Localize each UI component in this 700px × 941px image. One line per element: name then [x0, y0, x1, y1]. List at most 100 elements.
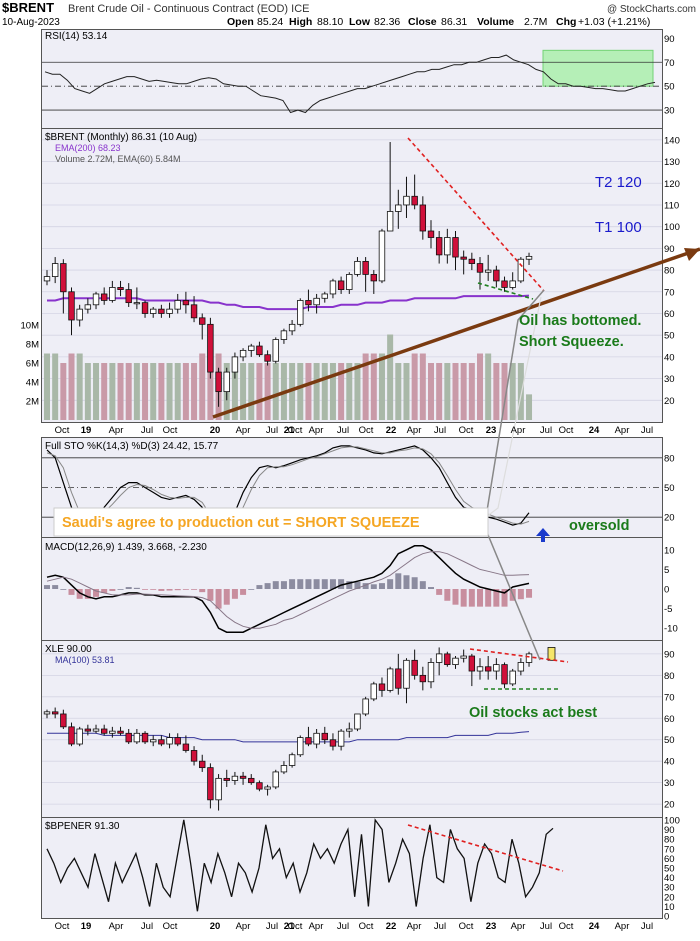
macd-histogram-bar	[76, 589, 83, 599]
x-tick-label: Oct	[559, 425, 574, 436]
macd-histogram-bar	[60, 589, 67, 590]
copyright-label: @ StockCharts.com	[607, 4, 696, 15]
volume-bar	[142, 363, 149, 420]
xle-candle	[493, 664, 500, 672]
price-candle	[419, 204, 427, 232]
bpener-tick-label: 0	[664, 912, 669, 923]
x-tick-label: Jul	[266, 921, 278, 932]
volume-bar	[436, 363, 443, 420]
x-tick-label: 23	[486, 921, 497, 932]
xle-tick-label: 30	[664, 778, 675, 789]
target-t1-label: T1 100	[595, 219, 642, 236]
target-t2-label: T2 120	[595, 174, 642, 191]
volume-label: Volume	[477, 16, 514, 28]
macd-histogram-bar	[133, 587, 140, 589]
xle-candle	[346, 728, 353, 732]
macd-tick-label: 10	[664, 545, 675, 556]
macd-histogram-bar	[411, 577, 418, 589]
xle-candle	[215, 777, 222, 801]
xle-candle	[51, 711, 59, 715]
volume-bar	[199, 353, 206, 420]
quote-strip: Open 85.24 High 88.10 Low 82.36 Close 86…	[227, 16, 650, 28]
macd-tick-label: 0	[664, 585, 669, 596]
xle-candle	[84, 728, 92, 732]
x-tick-label: 19	[81, 425, 92, 436]
xle-candle	[403, 659, 410, 689]
price-legend: $BRENT (Monthly) 86.31 (10 Aug)	[45, 132, 197, 143]
volume-tick-label: 8M	[26, 340, 39, 351]
xle-candle	[313, 732, 320, 745]
xle-candle	[231, 775, 239, 781]
x-tick-label: Oct	[359, 425, 374, 436]
xle-candle	[117, 730, 124, 734]
x-tick-label: Jul	[337, 921, 349, 932]
volume-bar	[52, 353, 59, 420]
volume-bar	[256, 363, 263, 420]
price-candle	[305, 300, 312, 306]
volume-bar	[264, 363, 271, 420]
price-candle	[248, 345, 255, 351]
price-candle	[484, 269, 492, 273]
xle-candle	[60, 713, 67, 728]
price-candle	[92, 293, 100, 306]
xle-candle	[468, 655, 476, 672]
data-layer	[43, 54, 700, 912]
xle-candle	[141, 732, 149, 743]
macd-histogram-bar	[101, 589, 108, 593]
x-tick-label: Apr	[407, 425, 422, 436]
x-tick-label: Apr	[109, 921, 124, 932]
macd-histogram-bar	[240, 589, 247, 595]
volume-bar	[231, 363, 238, 420]
xle-candle	[150, 739, 157, 743]
xle-candle	[337, 730, 345, 747]
price-candle	[509, 280, 516, 288]
x-tick-label: Oct	[459, 425, 474, 436]
xle-candle	[362, 698, 369, 715]
volume-bar	[378, 353, 385, 420]
xle-candle	[435, 653, 443, 663]
macd-histogram-bar	[223, 589, 230, 605]
macd-tick-label: -10	[664, 624, 678, 635]
xle-candle	[419, 674, 427, 683]
open-value: 85.24	[257, 16, 283, 28]
x-tick-label: Apr	[236, 425, 251, 436]
macd-histogram-bar	[305, 579, 312, 589]
high-value: 88.10	[317, 16, 343, 28]
x-tick-label: Apr	[511, 921, 526, 932]
ema-legend: EMA(200) 68.23	[55, 143, 121, 153]
xle-candle	[509, 670, 516, 685]
price-candle	[133, 302, 141, 305]
x-tick-label: Oct	[55, 921, 70, 932]
open-label: Open	[227, 16, 254, 28]
price-tick-label: 90	[664, 244, 675, 255]
x-tick-label: Apr	[407, 921, 422, 932]
x-tick-label: Apr	[236, 921, 251, 932]
xle-candle	[223, 777, 230, 781]
price-candle	[411, 195, 418, 206]
x-tick-label: Jul	[337, 425, 349, 436]
grid-layer	[42, 49, 662, 805]
x-tick-label: 21	[284, 921, 295, 932]
macd-histogram-bar	[493, 589, 500, 607]
xle-candle	[297, 737, 304, 756]
macd-histogram-bar	[84, 589, 91, 599]
price-candle	[493, 269, 500, 282]
volume-bar	[60, 363, 67, 420]
price-candle	[141, 302, 149, 314]
close-label: Close	[408, 16, 437, 28]
macd-histogram-bar	[501, 589, 508, 607]
macd-histogram-bar	[207, 589, 214, 601]
volume-bar	[477, 353, 484, 420]
change-label: Chg	[556, 16, 576, 28]
price-candle	[386, 211, 394, 232]
volume-bar	[68, 353, 75, 420]
bpener-tick-label: 90	[664, 825, 675, 836]
xle-candle	[158, 739, 165, 745]
rsi-legend: RSI(14) 53.14	[45, 31, 108, 42]
price-candle	[427, 230, 435, 238]
macd-histogram-bar	[436, 589, 443, 595]
price-candle	[174, 300, 181, 310]
xle-candle	[460, 655, 467, 659]
macd-histogram-bar	[199, 589, 206, 593]
